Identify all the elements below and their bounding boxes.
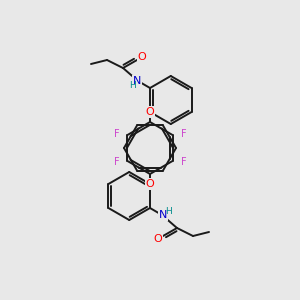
Text: O: O [154, 234, 162, 244]
Text: F: F [181, 129, 186, 139]
Text: O: O [146, 179, 154, 189]
Text: F: F [114, 157, 119, 167]
Text: F: F [114, 129, 119, 139]
Text: H: H [129, 80, 135, 89]
Text: F: F [181, 157, 186, 167]
Text: N: N [133, 76, 141, 86]
Text: N: N [159, 210, 167, 220]
Text: H: H [166, 206, 172, 215]
Text: O: O [138, 52, 146, 62]
Text: O: O [146, 107, 154, 117]
